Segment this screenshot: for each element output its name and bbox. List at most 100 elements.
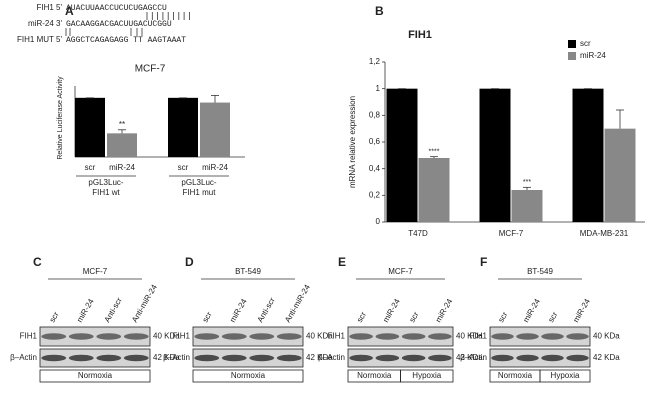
sequence-label: FIH1 MUT 5' bbox=[17, 35, 62, 44]
cell-line: MCF-7 bbox=[83, 267, 108, 276]
cell-line: MCF-7 bbox=[388, 267, 413, 276]
size-label: 40 KDa bbox=[306, 332, 333, 341]
chart-title: FIH1 bbox=[408, 29, 432, 41]
chart-title: MCF-7 bbox=[135, 64, 166, 75]
band bbox=[276, 354, 302, 362]
annotation: *** bbox=[523, 179, 531, 186]
sequence: GACAAGGACGACUUGACUCGGU bbox=[66, 20, 172, 29]
band bbox=[41, 333, 67, 340]
condition-label: Normoxia bbox=[357, 371, 392, 380]
x-tick-label: T47D bbox=[408, 229, 428, 238]
condition-label: Hypoxia bbox=[412, 371, 441, 380]
y-tick-label: 0,6 bbox=[369, 137, 381, 146]
sequence-label: miR-24 3' bbox=[28, 19, 62, 28]
lane-label: scr bbox=[201, 310, 214, 324]
y-tick-label: 0,4 bbox=[369, 164, 381, 173]
panel-letter: F bbox=[480, 255, 487, 269]
lane-label: miR-24 bbox=[434, 297, 455, 324]
row-label: β–Actin bbox=[318, 353, 345, 362]
blot-row bbox=[489, 348, 591, 368]
bar bbox=[168, 97, 198, 157]
lane-label: Anti-scr bbox=[103, 296, 125, 324]
band bbox=[68, 354, 94, 362]
band bbox=[375, 333, 400, 340]
condition-box bbox=[539, 369, 591, 383]
band bbox=[491, 333, 514, 340]
annotation: ** bbox=[119, 120, 125, 129]
y-tick-label: 0,8 bbox=[369, 110, 381, 119]
bar bbox=[107, 133, 137, 157]
blot-row bbox=[347, 326, 454, 347]
blot-row bbox=[39, 348, 151, 368]
band bbox=[249, 333, 275, 340]
cell-line: BT-549 bbox=[235, 267, 261, 276]
band bbox=[221, 354, 247, 362]
condition-label: Hypoxia bbox=[551, 371, 580, 380]
row-label: β–Actin bbox=[163, 353, 190, 362]
size-label: 42 KDa bbox=[456, 353, 483, 362]
lane-label: miR-24 bbox=[75, 297, 96, 324]
sequence: AGGCTCAGAGAGG TT AAGTAAAT bbox=[66, 36, 186, 45]
band bbox=[491, 354, 514, 362]
y-axis-label: mRNA relative expression bbox=[348, 96, 357, 188]
row-label: β–Actin bbox=[10, 353, 37, 362]
y-tick-label: 1,2 bbox=[369, 57, 381, 66]
lane-label: miR-24 bbox=[571, 297, 592, 324]
lane-label: Anti-scr bbox=[256, 296, 278, 324]
sequence: AUACUUAACCUCUCUGAGCCU bbox=[66, 4, 167, 13]
band bbox=[276, 333, 302, 340]
panel-letter: B bbox=[375, 4, 384, 18]
y-axis-label: Relative Luciferase Activity bbox=[57, 76, 64, 160]
row-label: FIH1 bbox=[173, 332, 191, 341]
band bbox=[516, 354, 539, 362]
blot-row bbox=[192, 348, 304, 368]
band bbox=[194, 333, 220, 340]
annotation: **** bbox=[429, 149, 440, 156]
group-label: pGL3Luc- bbox=[181, 178, 216, 187]
lane-label: scr bbox=[496, 310, 509, 324]
lane-label: miR-24 bbox=[521, 297, 542, 324]
band bbox=[541, 354, 564, 362]
band bbox=[221, 333, 247, 340]
legend-label: miR-24 bbox=[580, 51, 606, 60]
condition-box bbox=[400, 369, 454, 383]
blot-row bbox=[347, 348, 454, 368]
band bbox=[349, 354, 373, 362]
bar bbox=[75, 97, 105, 157]
panel-letter: D bbox=[185, 255, 194, 269]
band bbox=[68, 333, 94, 340]
row-label: FIH1 bbox=[328, 332, 346, 341]
x-tick-label: miR-24 bbox=[109, 163, 135, 172]
band bbox=[249, 354, 275, 362]
band bbox=[516, 333, 539, 340]
band bbox=[401, 354, 426, 362]
row-label: FIH1 bbox=[470, 332, 488, 341]
band bbox=[96, 354, 122, 362]
lane-label: miR-24 bbox=[228, 297, 249, 324]
lane-label: Anti-miR-24 bbox=[283, 283, 312, 325]
bar bbox=[572, 88, 604, 223]
x-tick-label: MDA-MB-231 bbox=[580, 229, 629, 238]
lane-label: miR-24 bbox=[381, 297, 402, 324]
lane-label: Anti-miR-24 bbox=[130, 283, 159, 325]
lane-label: scr bbox=[355, 310, 368, 324]
band bbox=[41, 354, 67, 362]
band bbox=[349, 333, 373, 340]
bar bbox=[386, 88, 418, 223]
cell-line: BT-549 bbox=[527, 267, 553, 276]
x-tick-label: miR-24 bbox=[202, 163, 228, 172]
group-label: FIH1 mut bbox=[183, 188, 217, 197]
size-label: 40 KDa bbox=[153, 332, 180, 341]
condition-label: Normoxia bbox=[231, 371, 266, 380]
condition-label: Normoxia bbox=[498, 371, 533, 380]
legend-label: scr bbox=[580, 39, 591, 48]
row-label: FIH1 bbox=[20, 332, 38, 341]
blot-row bbox=[489, 326, 591, 347]
bar bbox=[604, 128, 636, 222]
size-label: 42 KDa bbox=[306, 353, 333, 362]
blot-row bbox=[192, 326, 304, 347]
size-label: 40 KDa bbox=[456, 332, 483, 341]
band bbox=[566, 354, 589, 362]
panel-letter: E bbox=[338, 255, 346, 269]
